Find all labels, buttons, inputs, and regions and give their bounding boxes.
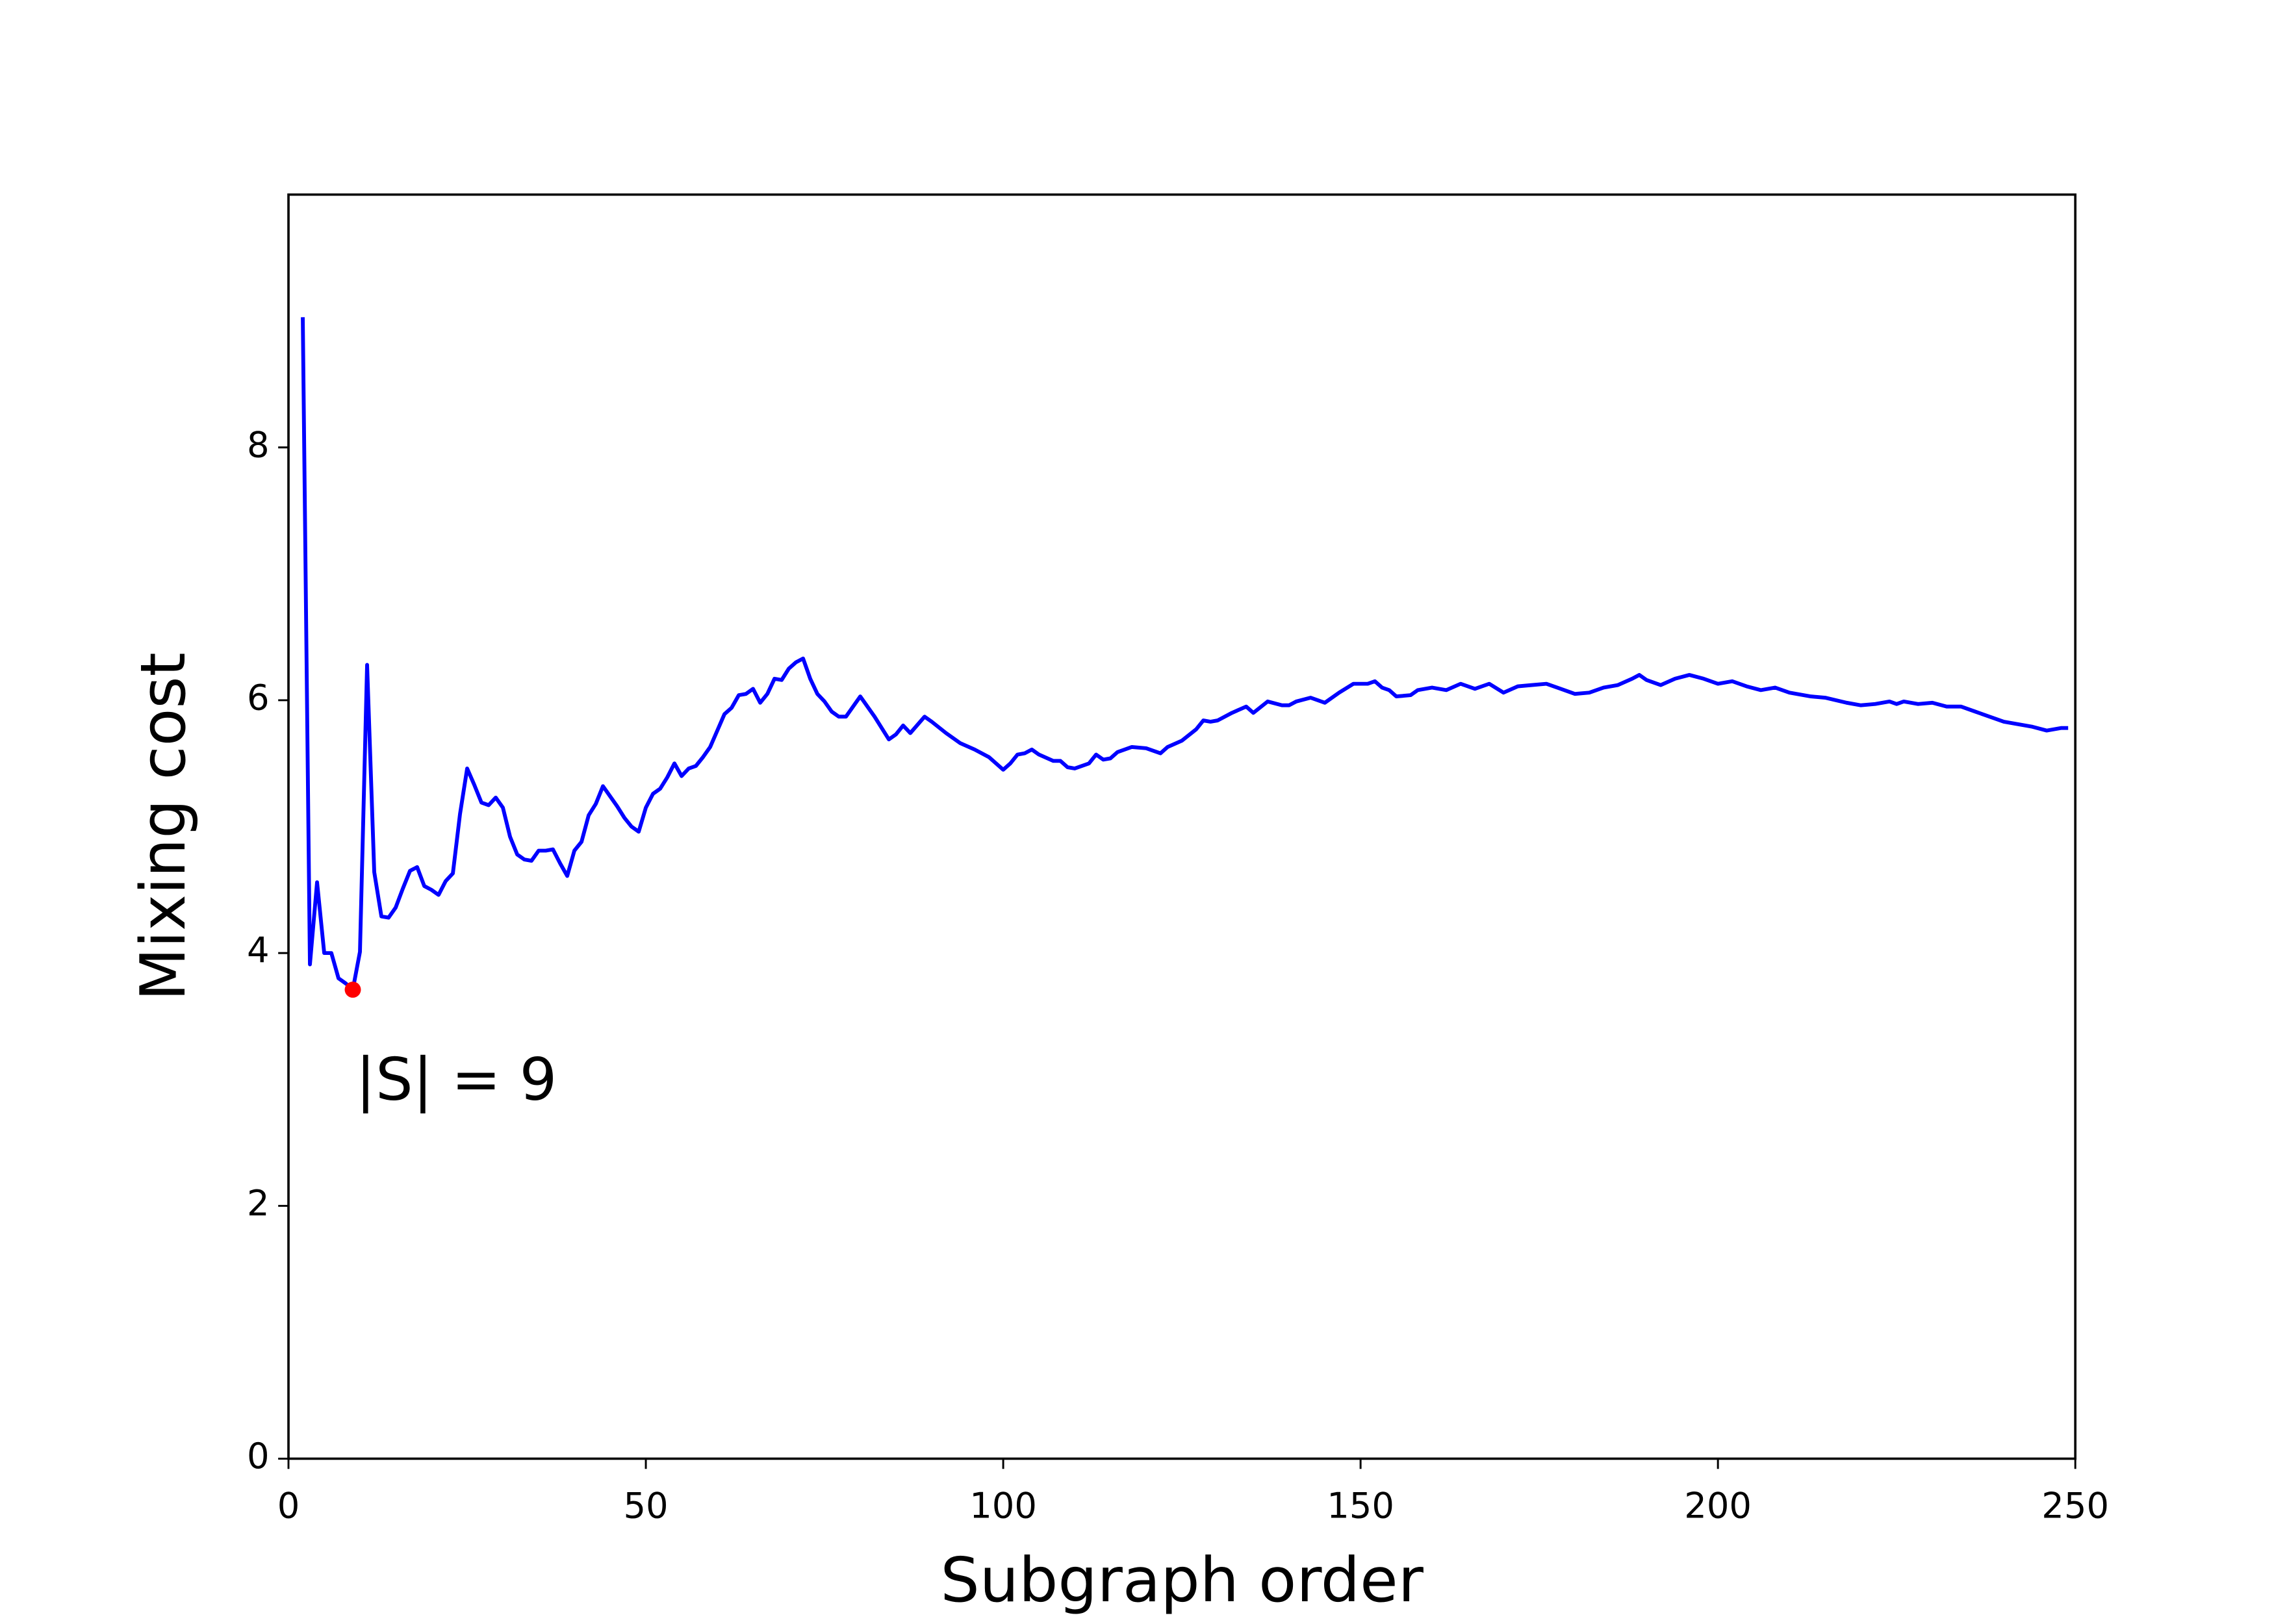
x-tick-label: 0 <box>277 1486 300 1527</box>
x-axis-label: Subgraph order <box>940 1545 1423 1616</box>
y-tick-label: 2 <box>247 1183 270 1224</box>
y-tick-label: 8 <box>247 424 270 465</box>
x-tick-label: 50 <box>623 1486 668 1527</box>
y-tick-label: 0 <box>247 1436 270 1477</box>
highlight-point <box>344 982 361 998</box>
y-tick-label: 4 <box>247 930 270 971</box>
data-line <box>301 317 2069 992</box>
x-tick-label: 200 <box>1684 1486 1752 1527</box>
y-tick-label: 6 <box>247 678 270 718</box>
plot-frame <box>287 193 2076 1460</box>
annotation: |S| = 9 <box>356 1046 557 1114</box>
y-axis-label: Mixing cost <box>128 652 199 1000</box>
x-tick-label: 150 <box>1327 1486 1394 1527</box>
x-tick-label: 250 <box>2041 1486 2109 1527</box>
x-tick-label: 100 <box>969 1486 1037 1527</box>
